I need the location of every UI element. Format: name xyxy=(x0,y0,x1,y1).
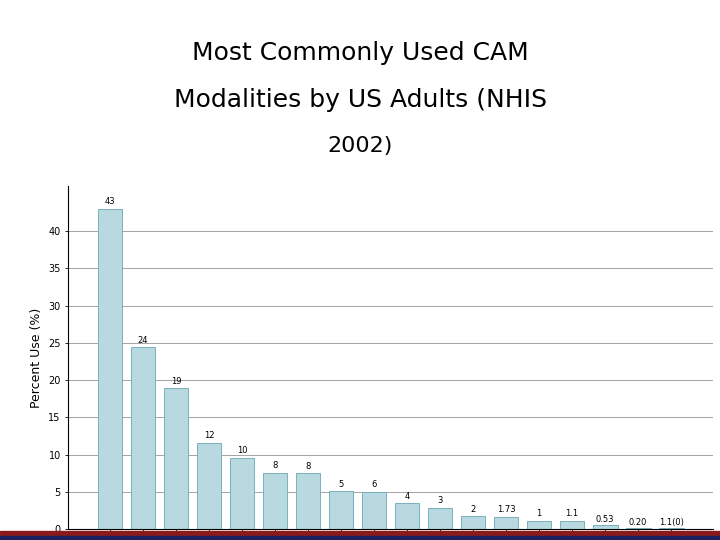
Bar xyxy=(559,521,585,529)
Text: 2002): 2002) xyxy=(328,136,392,156)
Text: 2: 2 xyxy=(470,505,476,514)
Text: 19: 19 xyxy=(171,377,181,386)
Bar xyxy=(527,521,552,529)
Text: 3: 3 xyxy=(438,496,443,505)
Text: 1: 1 xyxy=(536,509,541,518)
Bar xyxy=(230,457,254,529)
Bar xyxy=(197,443,222,529)
Text: 6: 6 xyxy=(372,480,377,489)
Bar xyxy=(593,525,618,529)
Bar xyxy=(626,528,650,529)
Bar xyxy=(0,531,720,536)
Text: 1.73: 1.73 xyxy=(497,505,516,514)
Text: 0.20: 0.20 xyxy=(629,518,647,526)
Text: 1.1: 1.1 xyxy=(565,509,579,518)
Bar xyxy=(98,208,122,529)
Bar xyxy=(0,536,720,539)
Bar xyxy=(163,388,189,529)
Text: 8: 8 xyxy=(305,462,311,471)
Bar xyxy=(329,491,354,529)
Y-axis label: Percent Use (%): Percent Use (%) xyxy=(30,308,42,408)
Text: 0.53: 0.53 xyxy=(596,515,614,524)
Bar xyxy=(263,472,287,529)
Text: 43: 43 xyxy=(104,197,115,206)
Bar xyxy=(296,473,320,529)
Bar xyxy=(494,517,518,529)
Bar xyxy=(395,503,420,529)
Text: 8: 8 xyxy=(272,461,278,470)
Bar xyxy=(131,347,156,529)
Text: 4: 4 xyxy=(405,491,410,501)
Text: 5: 5 xyxy=(338,480,343,489)
Bar xyxy=(361,492,387,529)
Text: Most Commonly Used CAM: Most Commonly Used CAM xyxy=(192,42,528,65)
Text: 24: 24 xyxy=(138,336,148,345)
Text: 10: 10 xyxy=(237,446,248,455)
Bar xyxy=(428,508,452,529)
Bar xyxy=(461,516,485,529)
Text: 12: 12 xyxy=(204,431,215,440)
Text: 1.1(0): 1.1(0) xyxy=(659,518,683,528)
Text: Modalities by US Adults (NHIS: Modalities by US Adults (NHIS xyxy=(174,87,546,112)
